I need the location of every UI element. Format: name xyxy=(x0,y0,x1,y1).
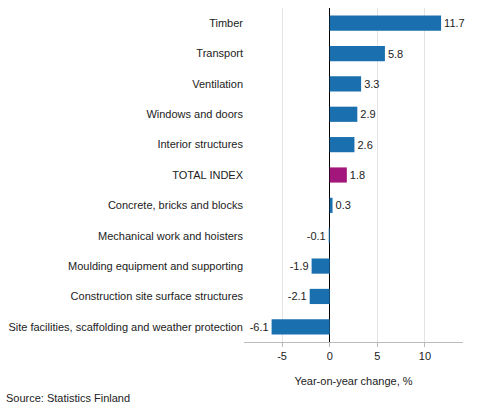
svg-text:Transport: Transport xyxy=(196,47,243,59)
svg-text:Construction site surface stru: Construction site surface structures xyxy=(71,290,244,302)
svg-text:TOTAL INDEX: TOTAL INDEX xyxy=(172,169,243,181)
svg-text:-2.1: -2.1 xyxy=(288,290,307,302)
svg-text:2.9: 2.9 xyxy=(360,108,375,120)
svg-text:Ventilation: Ventilation xyxy=(192,78,243,90)
svg-text:Concrete, bricks and blocks: Concrete, bricks and blocks xyxy=(108,199,244,211)
svg-text:1.8: 1.8 xyxy=(350,169,365,181)
svg-text:0: 0 xyxy=(327,350,333,362)
svg-text:5: 5 xyxy=(374,350,380,362)
svg-text:Timber: Timber xyxy=(209,17,243,29)
svg-text:Interior structures: Interior structures xyxy=(157,138,243,150)
svg-text:Windows and doors: Windows and doors xyxy=(146,108,243,120)
svg-text:11.7: 11.7 xyxy=(444,17,465,29)
svg-text:Site facilities, scaffolding a: Site facilities, scaffolding and weather… xyxy=(8,321,243,333)
svg-text:5.8: 5.8 xyxy=(388,48,403,60)
svg-text:-1.9: -1.9 xyxy=(290,260,309,272)
svg-text:2.6: 2.6 xyxy=(357,139,372,151)
svg-text:10: 10 xyxy=(419,350,431,362)
svg-text:Year-on-year change, %: Year-on-year change, % xyxy=(294,375,412,387)
svg-text:0.3: 0.3 xyxy=(336,199,351,211)
svg-text:-0.1: -0.1 xyxy=(307,230,326,242)
svg-text:Moulding equipment and support: Moulding equipment and supporting xyxy=(68,260,243,272)
svg-text:-5: -5 xyxy=(277,350,287,362)
html-text:Source: Statistics Finland: Source: Statistics Finland xyxy=(6,392,131,404)
svg-text:Mechanical work and hoisters: Mechanical work and hoisters xyxy=(98,230,243,242)
svg-text:-6.1: -6.1 xyxy=(250,321,269,333)
svg-text:3.3: 3.3 xyxy=(364,78,379,90)
